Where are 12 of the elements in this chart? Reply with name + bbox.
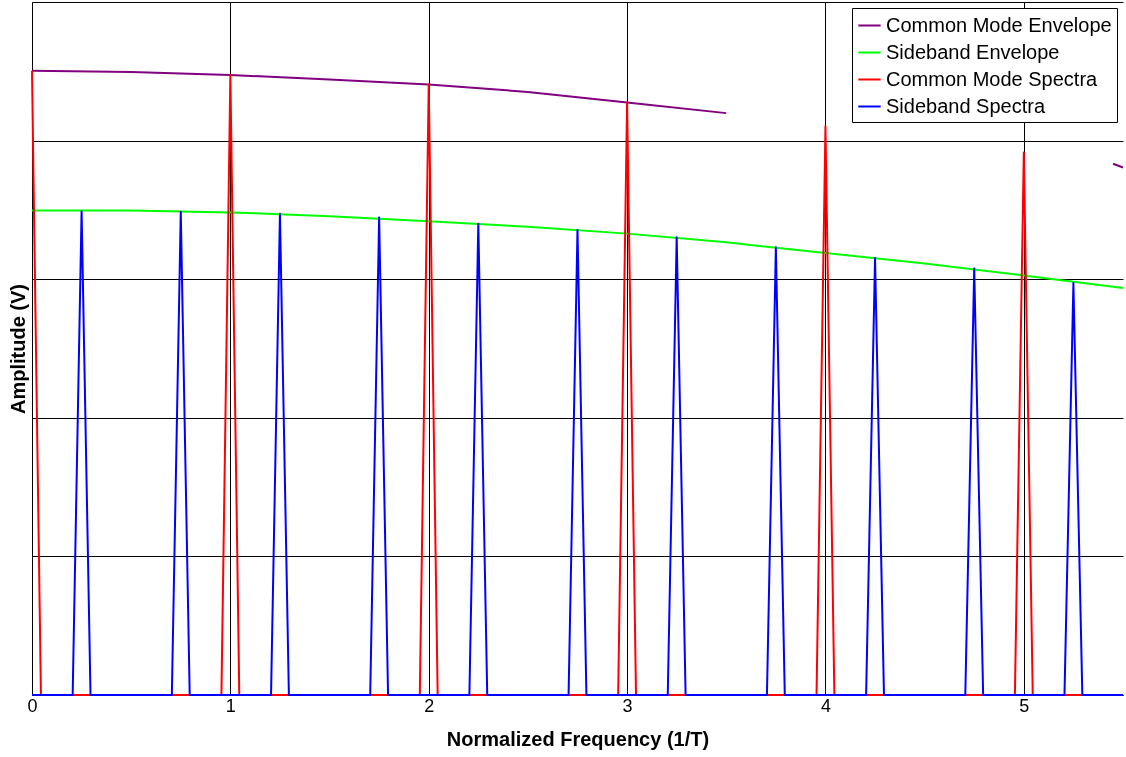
x-axis-title: Normalized Frequency (1/T)	[446, 727, 710, 750]
y-axis-title: Amplitude (V)	[6, 284, 29, 414]
legend-label: Common Mode Spectra	[886, 67, 1099, 90]
legend-label: Common Mode Envelope	[886, 13, 1112, 36]
x-tick-label: 5	[1019, 695, 1030, 716]
legend-label: Sideband Envelope	[886, 40, 1060, 63]
x-tick-label: 1	[225, 695, 236, 716]
x-tick-label: 0	[27, 695, 38, 716]
x-tick-label: 3	[622, 695, 633, 716]
x-tick-label: 2	[424, 695, 435, 716]
x-tick-label: 4	[820, 695, 831, 716]
legend-label: Sideband Spectra	[886, 94, 1046, 117]
